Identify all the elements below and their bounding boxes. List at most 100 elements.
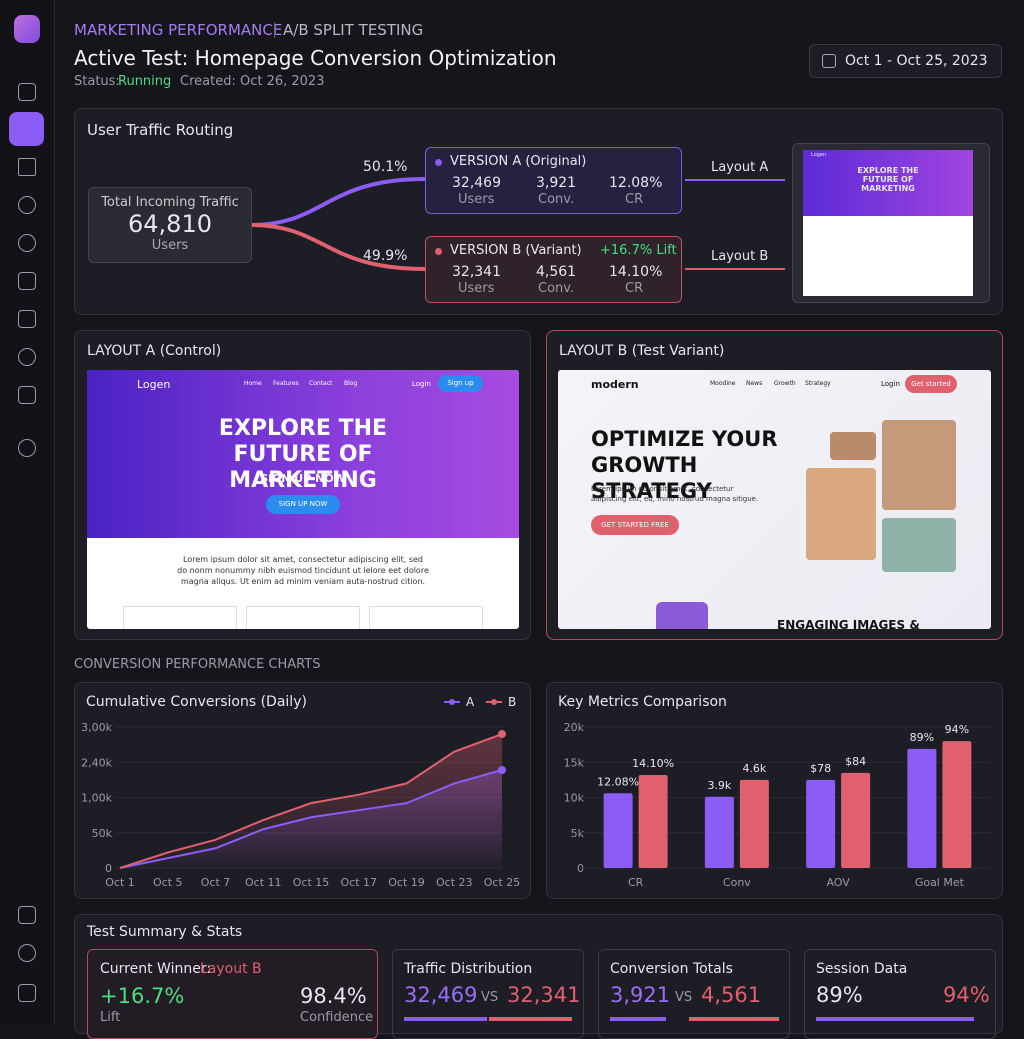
layout-b-preview: modern Moodine News Growth Strategy Logi… <box>558 370 991 629</box>
nav: Contact <box>309 380 333 387</box>
value-b: 4,561 <box>701 983 762 1007</box>
dot <box>435 159 442 166</box>
bar-a <box>610 1017 666 1021</box>
nav: Moodine <box>710 380 736 387</box>
subsection-label: A/B SPLIT TESTING <box>283 21 424 39</box>
status-label: Status: <box>74 74 120 89</box>
winner-value: Layout B <box>200 961 262 977</box>
card-title: Session Data <box>816 961 908 977</box>
page-title: Active Test: Homepage Conversion Optimiz… <box>74 46 557 70</box>
total-label: Total Incoming Traffic <box>101 195 239 210</box>
cr: 12.08% <box>609 175 663 191</box>
body-text: Lorem ipsum dolor sit amet, consectetur … <box>177 555 429 586</box>
total-value: 64,810 <box>128 210 212 238</box>
bar-b <box>489 1017 572 1021</box>
confidence-value: 98.4% <box>300 984 367 1008</box>
panel-title: User Traffic Routing <box>87 121 234 139</box>
users-label: Users <box>458 192 495 207</box>
users-icon[interactable] <box>18 234 36 252</box>
winner-label: Current Winner: <box>100 961 212 977</box>
status-value: Running <box>118 74 172 89</box>
lift-label: Lift <box>100 1010 121 1025</box>
value-a: 3,921 <box>610 983 671 1007</box>
feature-card <box>369 606 483 629</box>
hero: Logen Home Features Contact Blog Login S… <box>87 370 519 538</box>
conversions-card: Conversion Totals 3,921 VS 4,561 <box>598 949 790 1039</box>
traffic-card: Traffic Distribution 32,469 VS 32,341 <box>392 949 584 1039</box>
users-label: Users <box>458 281 495 296</box>
total-unit: Users <box>151 238 189 253</box>
nav: Strategy <box>805 380 831 387</box>
info-icon[interactable] <box>18 439 36 457</box>
user-icon[interactable] <box>18 196 36 214</box>
version-name: VERSION B (Variant) <box>450 243 582 258</box>
dot <box>435 248 442 255</box>
bar-chart-panel <box>546 682 1003 899</box>
conv: 4,561 <box>536 264 577 280</box>
users: 32,341 <box>452 264 501 280</box>
logo <box>14 15 40 43</box>
card-title: Traffic Distribution <box>404 961 533 977</box>
panel-title: LAYOUT A (Control) <box>87 343 222 359</box>
total-traffic-card: Total Incoming Traffic 64,810 Users <box>88 187 252 263</box>
layout-a-panel: LAYOUT A (Control) Logen Home Features C… <box>74 330 531 640</box>
divider: | <box>272 20 278 38</box>
cta-button[interactable]: SIGN UP NOW <box>266 495 340 514</box>
cr: 14.10% <box>609 264 663 280</box>
bar-a <box>404 1017 487 1021</box>
confidence-label: Confidence <box>300 1010 374 1025</box>
winner-card: Current Winner: Layout B +16.7% Lift 98.… <box>87 949 378 1039</box>
sidebar <box>0 0 55 1024</box>
nav: Growth <box>774 380 796 387</box>
photo <box>830 432 876 460</box>
cr-label: CR <box>625 192 644 207</box>
headline: OPTIMIZE YOUR GROWTH STRATEGY <box>591 427 778 503</box>
users: 32,469 <box>452 175 501 191</box>
conv: 3,921 <box>536 175 577 191</box>
flow-a <box>250 177 426 227</box>
card-title: Conversion Totals <box>610 961 733 977</box>
feature-card <box>246 606 360 629</box>
signup-button[interactable]: Sign up <box>438 375 483 392</box>
session-card: Session Data 89% 94% <box>804 949 996 1039</box>
list-icon[interactable] <box>18 272 36 290</box>
home-icon[interactable] <box>18 83 36 101</box>
vs: VS <box>481 990 499 1005</box>
login[interactable]: Login <box>881 380 900 388</box>
thumbnail-brand: Logen <box>811 152 827 158</box>
logout-icon[interactable] <box>18 984 36 1002</box>
calendar-icon[interactable] <box>18 906 36 924</box>
charts-heading: CONVERSION PERFORMANCE CHARTS <box>74 657 321 672</box>
layout-a-label: Layout A <box>711 160 769 175</box>
version-name: VERSION A (Original) <box>450 154 587 169</box>
photo <box>882 518 956 572</box>
cta-button[interactable]: GET STARTED FREE <box>591 515 679 535</box>
trend-icon[interactable] <box>18 158 36 176</box>
calendar-icon <box>822 54 836 68</box>
created-date: Created: Oct 26, 2023 <box>180 74 325 89</box>
feature-card <box>123 606 237 629</box>
cr-label: CR <box>625 281 644 296</box>
card-icon[interactable] <box>18 310 36 328</box>
help-icon[interactable] <box>18 944 36 962</box>
vs: VS <box>675 990 693 1005</box>
analytics-icon-active[interactable] <box>9 112 44 146</box>
grid-icon[interactable] <box>18 386 36 404</box>
date-range: Oct 1 - Oct 25, 2023 <box>845 53 988 69</box>
bar-a <box>816 1017 974 1021</box>
photo <box>882 420 956 510</box>
nav: Home <box>244 380 262 387</box>
body-text: Lorem ipsum dolor sit amet, consectetur … <box>591 485 759 503</box>
value-a: 32,469 <box>404 983 478 1007</box>
routing-flows <box>250 177 785 271</box>
section-label: MARKETING PERFORMANCE <box>74 21 283 39</box>
conv-label: Conv. <box>538 192 575 207</box>
signup-button[interactable]: Get started <box>905 375 957 393</box>
login[interactable]: Login <box>412 380 431 388</box>
date-range-picker[interactable]: Oct 1 - Oct 25, 2023 <box>809 44 1002 78</box>
settings-icon[interactable] <box>18 348 36 366</box>
lift-value: +16.7% <box>100 984 185 1008</box>
thumbnail-page: Logen EXPLORE THE FUTURE OF MARKETING <box>803 150 973 296</box>
thumbnail-headline: EXPLORE THE FUTURE OF MARKETING <box>857 166 919 193</box>
